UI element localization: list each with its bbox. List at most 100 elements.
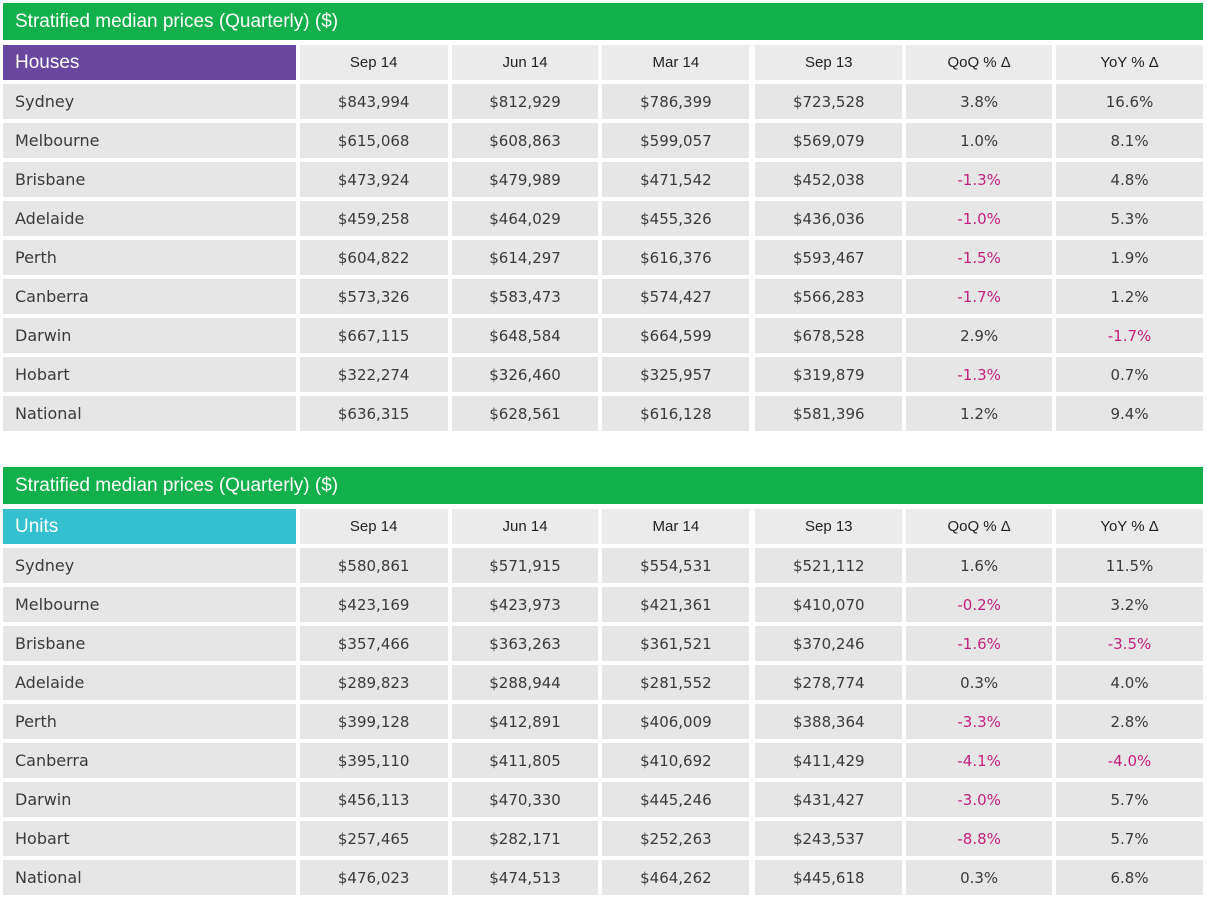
table-cell: $471,542 bbox=[602, 162, 750, 197]
table-cell: $473,924 bbox=[299, 162, 448, 197]
table-cell: $580,861 bbox=[299, 548, 448, 583]
table-cell: $243,537 bbox=[753, 821, 903, 856]
table-cell: $843,994 bbox=[299, 84, 448, 119]
column-header: YoY % Δ bbox=[1056, 45, 1203, 80]
table-cell: $436,036 bbox=[753, 201, 903, 236]
row-label: National bbox=[3, 860, 296, 895]
table-cell: 0.3% bbox=[906, 665, 1053, 700]
table-cell: $370,246 bbox=[753, 626, 903, 661]
table-cell: 6.8% bbox=[1056, 860, 1203, 895]
column-header: Sep 14 bbox=[299, 509, 448, 544]
table-cell: $288,944 bbox=[451, 665, 599, 700]
table-cell: $319,879 bbox=[753, 357, 903, 392]
table-cell: $423,973 bbox=[451, 587, 599, 622]
table-cell: $470,330 bbox=[451, 782, 599, 817]
table-cell: 5.7% bbox=[1056, 782, 1203, 817]
table-row: National $476,023 $474,513 $464,262 $445,618… bbox=[3, 860, 1203, 895]
table-cell: $616,376 bbox=[602, 240, 750, 275]
houses-table-section: Stratified median prices (Quarterly) ($)… bbox=[3, 3, 1203, 435]
houses-table-title: Stratified median prices (Quarterly) ($) bbox=[3, 3, 1203, 40]
table-cell: $411,805 bbox=[451, 743, 599, 778]
table-cell: 3.8% bbox=[906, 84, 1053, 119]
table-cell: -4.1% bbox=[906, 743, 1053, 778]
table-cell: $599,057 bbox=[602, 123, 750, 158]
table-cell: $566,283 bbox=[753, 279, 903, 314]
table-cell: $628,561 bbox=[451, 396, 599, 431]
row-label: Hobart bbox=[3, 821, 296, 856]
table-cell: $455,326 bbox=[602, 201, 750, 236]
row-label: Hobart bbox=[3, 357, 296, 392]
table-cell: 1.9% bbox=[1056, 240, 1203, 275]
table-cell: -3.3% bbox=[906, 704, 1053, 739]
table-row: Perth $399,128 $412,891 $406,009 $388,364 -3.… bbox=[3, 704, 1203, 739]
table-cell: $723,528 bbox=[753, 84, 903, 119]
table-cell: $399,128 bbox=[299, 704, 448, 739]
houses-category-label: Houses bbox=[3, 45, 296, 80]
row-label: Adelaide bbox=[3, 201, 296, 236]
table-cell: $476,023 bbox=[299, 860, 448, 895]
column-header: QoQ % Δ bbox=[906, 509, 1053, 544]
table-cell: $289,823 bbox=[299, 665, 448, 700]
column-header: Mar 14 bbox=[602, 45, 750, 80]
table-cell: $569,079 bbox=[753, 123, 903, 158]
table-cell: $395,110 bbox=[299, 743, 448, 778]
table-cell: $431,427 bbox=[753, 782, 903, 817]
table-cell: $464,029 bbox=[451, 201, 599, 236]
table-cell: $615,068 bbox=[299, 123, 448, 158]
column-header: YoY % Δ bbox=[1056, 509, 1203, 544]
table-cell: $614,297 bbox=[451, 240, 599, 275]
table-cell: $786,399 bbox=[602, 84, 750, 119]
table-cell: 9.4% bbox=[1056, 396, 1203, 431]
table-cell: 1.0% bbox=[906, 123, 1053, 158]
column-header: Sep 13 bbox=[753, 45, 903, 80]
table-cell: $361,521 bbox=[602, 626, 750, 661]
table-cell: -1.0% bbox=[906, 201, 1053, 236]
table-cell: 1.6% bbox=[906, 548, 1053, 583]
table-cell: -1.7% bbox=[1056, 318, 1203, 353]
table-cell: $281,552 bbox=[602, 665, 750, 700]
column-header: Mar 14 bbox=[602, 509, 750, 544]
row-label: Brisbane bbox=[3, 162, 296, 197]
table-cell: $445,618 bbox=[753, 860, 903, 895]
table-cell: $604,822 bbox=[299, 240, 448, 275]
table-cell: $445,246 bbox=[602, 782, 750, 817]
table-cell: -1.3% bbox=[906, 357, 1053, 392]
table-cell: -1.5% bbox=[906, 240, 1053, 275]
table-cell: -0.2% bbox=[906, 587, 1053, 622]
column-header: QoQ % Δ bbox=[906, 45, 1053, 80]
column-header: Sep 13 bbox=[753, 509, 903, 544]
table-cell: 5.7% bbox=[1056, 821, 1203, 856]
table-cell: $812,929 bbox=[451, 84, 599, 119]
row-label: Sydney bbox=[3, 84, 296, 119]
row-label: Perth bbox=[3, 704, 296, 739]
table-cell: 0.7% bbox=[1056, 357, 1203, 392]
table-cell: -4.0% bbox=[1056, 743, 1203, 778]
row-label: Sydney bbox=[3, 548, 296, 583]
table-cell: $412,891 bbox=[451, 704, 599, 739]
row-label: Brisbane bbox=[3, 626, 296, 661]
table-cell: $410,070 bbox=[753, 587, 903, 622]
table-cell: 2.9% bbox=[906, 318, 1053, 353]
table-cell: 4.8% bbox=[1056, 162, 1203, 197]
table-cell: $554,531 bbox=[602, 548, 750, 583]
table-cell: $573,326 bbox=[299, 279, 448, 314]
table-cell: -8.8% bbox=[906, 821, 1053, 856]
table-cell: $593,467 bbox=[753, 240, 903, 275]
table-row: Hobart $257,465 $282,171 $252,263 $243,537 -8… bbox=[3, 821, 1203, 856]
units-table-title: Stratified median prices (Quarterly) ($) bbox=[3, 467, 1203, 504]
table-cell: 8.1% bbox=[1056, 123, 1203, 158]
table-cell: $521,112 bbox=[753, 548, 903, 583]
table-row: Adelaide $459,258 $464,029 $455,326 $436,036… bbox=[3, 201, 1203, 236]
table-cell: $411,429 bbox=[753, 743, 903, 778]
table-cell: 4.0% bbox=[1056, 665, 1203, 700]
table-cell: 5.3% bbox=[1056, 201, 1203, 236]
table-cell: $278,774 bbox=[753, 665, 903, 700]
row-label: National bbox=[3, 396, 296, 431]
table-cell: $406,009 bbox=[602, 704, 750, 739]
table-row: Brisbane $357,466 $363,263 $361,521 $370,246… bbox=[3, 626, 1203, 661]
table-cell: $421,361 bbox=[602, 587, 750, 622]
table-row: Canberra $395,110 $411,805 $410,692 $411,429… bbox=[3, 743, 1203, 778]
table-cell: $574,427 bbox=[602, 279, 750, 314]
table-row: National $636,315 $628,561 $616,128 $581,396… bbox=[3, 396, 1203, 431]
houses-price-table: Houses Sep 14 Jun 14 Mar 14 Sep 13 QoQ % Δ YoY… bbox=[0, 41, 1207, 435]
